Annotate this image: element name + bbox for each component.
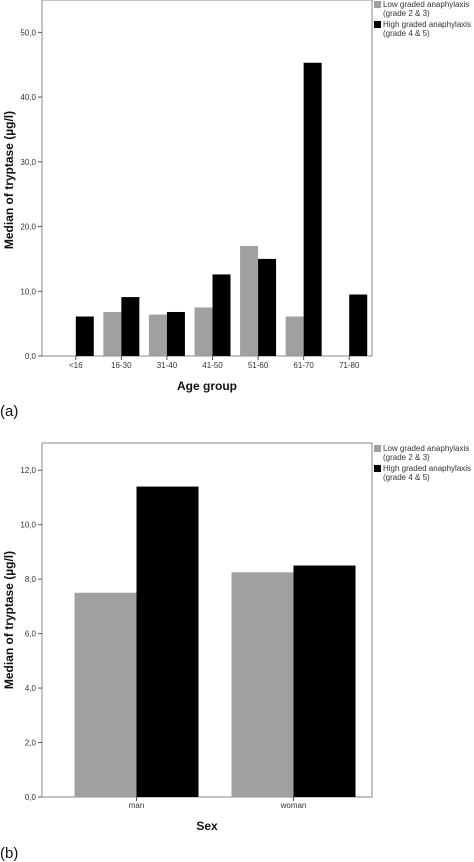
chart-age-group: 0,0 10,0 20,0 30,0 40,0 50,0 <16 16-30 31-40 41-… [0,0,471,420]
bar [231,572,294,797]
x-tick-label: 16-30 [111,361,132,370]
bar [258,258,277,356]
bar [121,297,140,356]
y-tick-label: 10,0 [20,521,36,530]
bars [74,486,356,797]
y-tick-label: 8,0 [25,575,37,584]
bar [212,274,231,356]
x-tick-label: 31-40 [157,361,178,370]
legend-label: High graded anaphylaxis [383,464,471,473]
legend-swatch [374,21,381,28]
x-axis-label: Age group [177,379,237,393]
y-tick-label: 20,0 [20,223,36,232]
x-axis-label: Sex [196,819,218,833]
bar [240,245,259,356]
y-tick-label: 4,0 [25,684,37,693]
plot-frame [41,0,373,357]
legend-swatch [374,465,381,472]
y-tick-label: 0,0 [25,793,37,802]
y-axis-label: Median of tryptase (µg/l) [2,111,16,249]
legend-label: (grade 4 & 5) [383,29,430,38]
y-tick-label: 40,0 [20,93,36,102]
x-tick-label: <16 [69,361,83,370]
y-tick-label: 0,0 [25,352,37,361]
y-axis-label: Median of tryptase (µg/l) [2,551,16,689]
x-tick-label: 61-70 [293,361,314,370]
legend: Low graded anaphylaxis(grade 2 & 3) High … [374,444,471,482]
y-axis: 0,0 10,0 20,0 30,0 40,0 50,0 [20,28,42,361]
x-tick-label: 71-80 [339,361,360,370]
bar [148,314,167,356]
legend-label: Low graded anaphylaxis [383,444,469,453]
bar [293,565,356,797]
panel-label: (a) [0,403,18,420]
y-axis: 0,0 2,0 4,0 6,0 8,0 10,0 12,0 [20,466,42,802]
y-tick-label: 10,0 [20,287,36,296]
bar [74,592,137,797]
bars [75,62,368,356]
bar [166,311,185,356]
legend: Low graded anaphylaxis(grade 2 & 3) High … [374,0,471,38]
legend-label: (grade 2 & 3) [383,453,430,462]
x-axis: man woman [129,797,307,810]
chart-sex: 0,0 2,0 4,0 6,0 8,0 10,0 12,0 man woman Sex Med… [0,442,471,862]
bar [194,307,213,356]
legend-swatch [374,1,381,8]
legend-label: (grade 2 & 3) [383,9,430,18]
bar [103,311,122,356]
bar [136,486,199,797]
bar [303,62,322,356]
legend-label: Low graded anaphylaxis [383,0,469,9]
bar [75,316,94,356]
x-tick-label: woman [280,801,307,810]
bar [285,316,304,356]
legend-label: High graded anaphylaxis [383,20,471,29]
legend-label: (grade 4 & 5) [383,473,430,482]
legend-swatch [374,445,381,452]
x-tick-label: 41-50 [202,361,223,370]
y-tick-label: 50,0 [20,28,36,37]
x-tick-label: 51-60 [248,361,269,370]
panel-label: (b) [0,845,18,862]
y-tick-label: 30,0 [20,158,36,167]
y-tick-label: 12,0 [20,466,36,475]
x-axis: <16 16-30 31-40 41-50 51-60 61-70 71-80 [69,356,360,370]
bar [349,294,368,356]
y-tick-label: 6,0 [25,630,37,639]
y-tick-label: 2,0 [25,739,37,748]
x-tick-label: man [129,801,145,810]
